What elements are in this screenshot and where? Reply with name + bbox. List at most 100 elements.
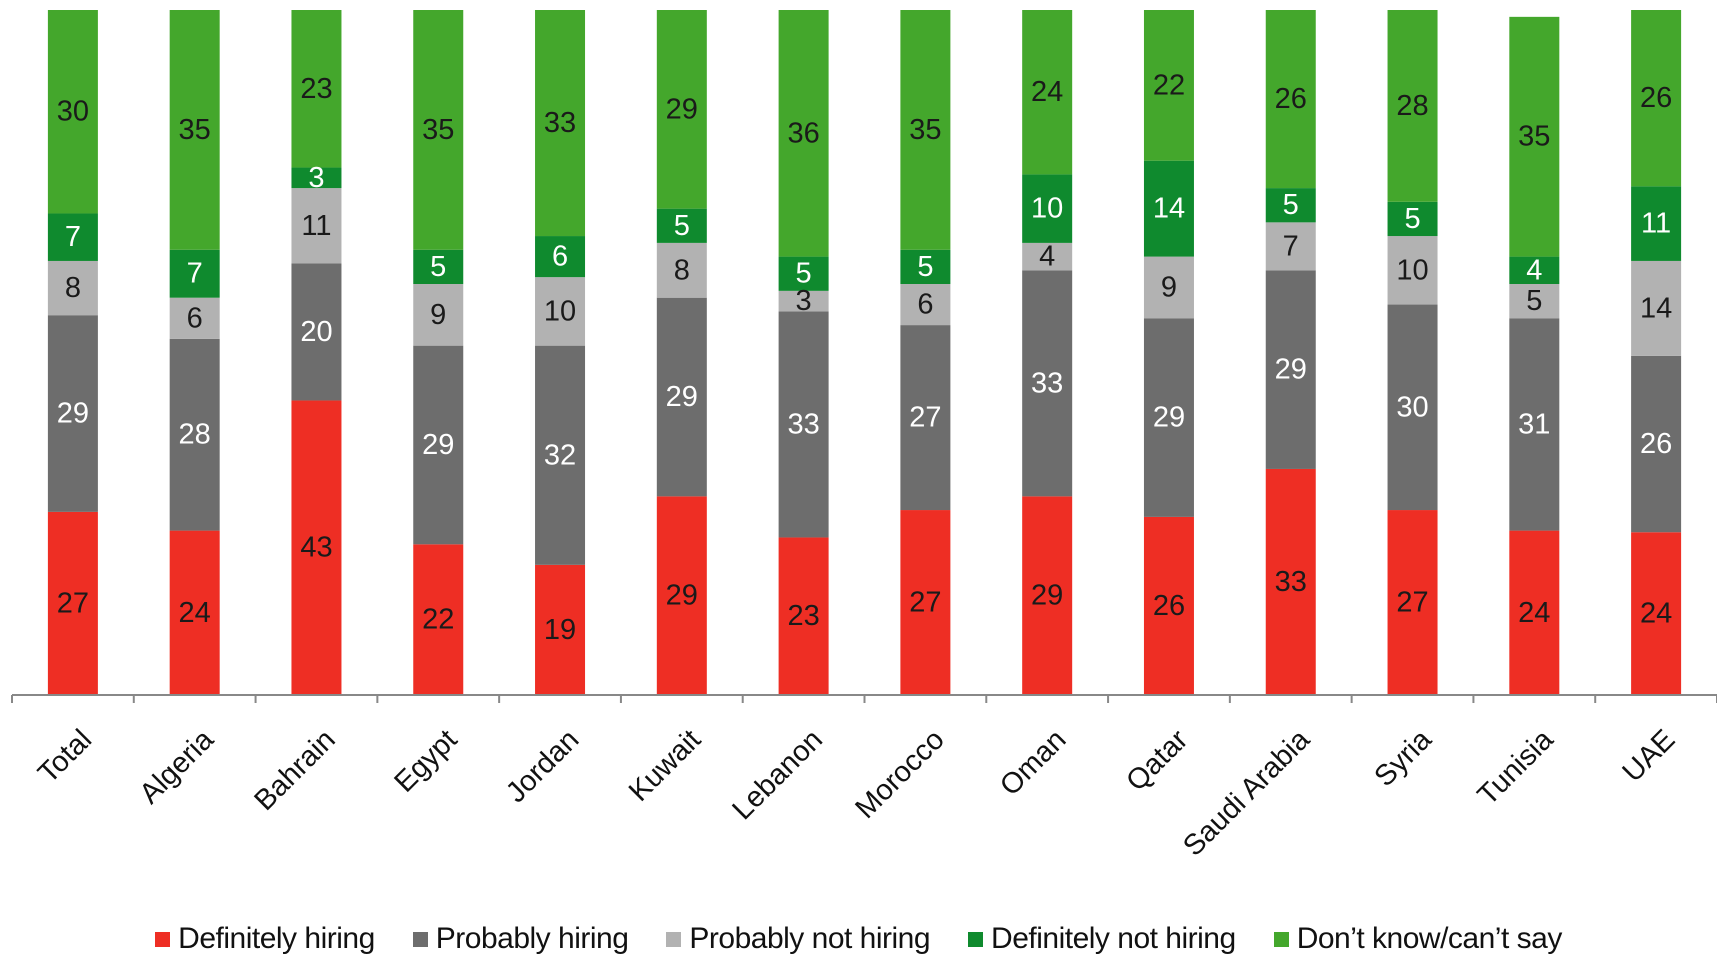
data-label: 30 bbox=[1396, 391, 1428, 423]
category-label: Lebanon bbox=[726, 724, 828, 826]
bar-segment bbox=[1143, 516, 1194, 695]
legend-label: Definitely hiring bbox=[178, 922, 375, 955]
legend-item: Definitely not hiring bbox=[968, 922, 1236, 956]
legend-swatch bbox=[666, 931, 682, 947]
bar-segment bbox=[656, 297, 707, 497]
data-label: 35 bbox=[909, 114, 941, 146]
bar-segment bbox=[1265, 188, 1316, 223]
bar-segment bbox=[291, 10, 342, 168]
bar-segment bbox=[900, 284, 951, 326]
legend-label: Probably hiring bbox=[435, 922, 629, 955]
bar-segment bbox=[778, 537, 829, 695]
legend-item: Probably hiring bbox=[412, 922, 629, 956]
data-label: 26 bbox=[1153, 590, 1185, 622]
category-label: Bahrain bbox=[248, 724, 341, 817]
data-label: 22 bbox=[1153, 69, 1185, 101]
bar-segment bbox=[778, 10, 829, 257]
category-label: Oman bbox=[994, 724, 1072, 802]
data-label: 29 bbox=[666, 93, 698, 125]
data-label: 3 bbox=[796, 285, 812, 317]
data-label: 5 bbox=[1526, 285, 1542, 317]
data-label: 35 bbox=[1518, 121, 1550, 153]
data-label: 5 bbox=[674, 210, 690, 242]
bar-segment bbox=[413, 10, 464, 250]
data-label: 24 bbox=[1518, 597, 1550, 629]
stacked-bar-chart: 2729873024286735432011323222995351932106… bbox=[11, 10, 1717, 863]
legend-label: Don’t know/can’t say bbox=[1296, 922, 1563, 955]
bar-segment bbox=[900, 325, 951, 511]
data-label: 29 bbox=[1153, 402, 1185, 434]
bar-segment bbox=[413, 284, 464, 346]
bar-segment bbox=[47, 511, 98, 695]
data-label: 4 bbox=[1039, 241, 1055, 273]
data-label: 29 bbox=[422, 429, 454, 461]
bar-segment bbox=[291, 167, 342, 189]
data-label: 9 bbox=[1161, 271, 1177, 303]
data-label: 5 bbox=[430, 251, 446, 283]
data-label: 28 bbox=[1396, 90, 1428, 122]
legend-swatch bbox=[155, 931, 171, 947]
data-label: 33 bbox=[787, 408, 819, 440]
bar-segment bbox=[291, 400, 342, 695]
bar-segment bbox=[1631, 10, 1682, 187]
bar-segment bbox=[1022, 270, 1073, 497]
data-label: 26 bbox=[1275, 83, 1307, 115]
bar-segment bbox=[47, 315, 98, 512]
bar-segment bbox=[900, 10, 951, 250]
data-label: 8 bbox=[65, 272, 81, 304]
legend-swatch bbox=[412, 931, 428, 947]
data-label: 22 bbox=[422, 604, 454, 636]
data-label: 33 bbox=[544, 107, 576, 139]
bar-segment bbox=[1509, 16, 1560, 257]
data-label: 5 bbox=[917, 251, 933, 283]
category-label: UAE bbox=[1617, 724, 1682, 789]
legend-label: Probably not hiring bbox=[689, 922, 931, 955]
bar-segment bbox=[169, 530, 220, 695]
data-label: 24 bbox=[179, 597, 211, 629]
data-label: 29 bbox=[666, 580, 698, 612]
data-label: 23 bbox=[787, 600, 819, 632]
bar-segment bbox=[169, 249, 220, 298]
data-label: 35 bbox=[422, 114, 454, 146]
data-label: 9 bbox=[430, 299, 446, 331]
bar-segment bbox=[47, 260, 98, 316]
bar-segment bbox=[656, 242, 707, 298]
bar-segment bbox=[1387, 10, 1438, 202]
bar-segment bbox=[656, 208, 707, 243]
bar-segment bbox=[1631, 532, 1682, 695]
data-label: 7 bbox=[187, 258, 203, 290]
bar-segment bbox=[1022, 242, 1073, 271]
bar-segment bbox=[778, 256, 829, 291]
x-ticks-group bbox=[11, 695, 1717, 703]
bar-segment bbox=[413, 249, 464, 284]
bar-segment bbox=[1265, 10, 1316, 189]
data-label: 14 bbox=[1640, 292, 1672, 324]
bar-segment bbox=[778, 311, 829, 538]
data-label: 33 bbox=[1031, 367, 1063, 399]
bar-segment bbox=[535, 10, 586, 237]
data-label: 5 bbox=[1404, 203, 1420, 235]
bar-segment bbox=[535, 277, 586, 346]
data-label: 27 bbox=[1396, 587, 1428, 619]
bar-segment bbox=[1509, 318, 1560, 531]
bar-segment bbox=[1143, 160, 1194, 257]
data-label: 28 bbox=[179, 419, 211, 451]
data-label: 20 bbox=[300, 316, 332, 348]
data-label: 30 bbox=[57, 96, 89, 128]
data-label: 27 bbox=[909, 587, 941, 619]
bar-segment bbox=[1387, 304, 1438, 511]
bar-segment bbox=[656, 10, 707, 209]
data-label: 24 bbox=[1640, 598, 1672, 630]
bar-segment bbox=[1022, 10, 1073, 175]
data-label: 33 bbox=[1275, 566, 1307, 598]
data-label: 8 bbox=[674, 254, 690, 286]
data-label: 3 bbox=[308, 162, 324, 194]
data-label: 36 bbox=[787, 117, 819, 149]
data-label: 29 bbox=[57, 398, 89, 430]
bar-segment bbox=[1387, 510, 1438, 695]
data-label: 43 bbox=[300, 532, 332, 564]
bar-segment bbox=[535, 564, 586, 695]
bar-segment bbox=[1265, 270, 1316, 469]
data-label: 19 bbox=[544, 614, 576, 646]
category-label: Qatar bbox=[1120, 723, 1194, 797]
